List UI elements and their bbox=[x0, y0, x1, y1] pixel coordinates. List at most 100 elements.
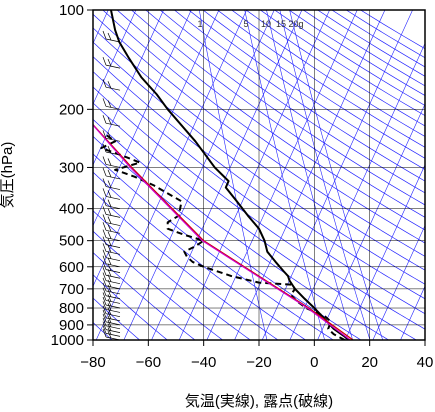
wind-barb-flag bbox=[102, 309, 107, 318]
wind-barb-flag bbox=[102, 296, 107, 306]
wind-barb-flag bbox=[102, 277, 107, 287]
x-tick-label: 20 bbox=[361, 354, 378, 371]
wind-barb-flag bbox=[107, 100, 112, 108]
wind-barb-flag bbox=[102, 305, 107, 314]
lifted-path-line bbox=[93, 124, 351, 340]
y-axis-label: 気圧(hPa) bbox=[0, 142, 16, 209]
wind-barb-flag bbox=[102, 188, 107, 197]
wind-barb-flag bbox=[102, 222, 107, 231]
wind-barb-flag bbox=[102, 282, 107, 292]
wind-barb-flag bbox=[107, 257, 112, 265]
isotherm-line bbox=[93, 10, 164, 166]
mixing-ratio-labels: 1 5 10 15 20g bbox=[197, 19, 303, 29]
wind-barb-staff bbox=[105, 175, 121, 180]
wind-barb-flag bbox=[102, 328, 107, 338]
wind-barb-flag bbox=[107, 58, 112, 67]
wind-barb-flag bbox=[102, 79, 107, 88]
wind-barb-staff bbox=[105, 186, 121, 190]
mixing-ratio-label: 10 bbox=[261, 19, 271, 29]
wind-barb-flag bbox=[102, 214, 107, 223]
wind-barb-staff bbox=[105, 309, 121, 313]
isotherm-line bbox=[317, 103, 425, 340]
dry-adiabat-line bbox=[93, 230, 224, 340]
wind-barb-staff bbox=[105, 269, 121, 273]
wind-barb-flag bbox=[102, 130, 107, 139]
wind-barb-staff bbox=[105, 257, 121, 262]
y-tick-label: 300 bbox=[59, 159, 84, 176]
wind-barb-staff bbox=[105, 285, 121, 290]
wind-barb-staff bbox=[105, 222, 121, 226]
y-tick-label: 700 bbox=[59, 281, 84, 298]
wind-barb-staff bbox=[105, 280, 121, 285]
wind-barb-staff bbox=[105, 325, 121, 330]
wind-barb-staff bbox=[105, 196, 121, 200]
mixing-ratio-line bbox=[198, 10, 268, 340]
mixing-ratio-label: 15 bbox=[276, 19, 286, 29]
wind-barb-flag bbox=[107, 330, 112, 339]
wind-barb-staff bbox=[105, 137, 121, 142]
wind-barb-flag bbox=[102, 313, 107, 323]
dry-adiabat-line bbox=[102, 10, 425, 244]
wind-barb-flag bbox=[107, 145, 112, 154]
wind-barb-flag bbox=[102, 287, 107, 296]
wind-barb-flag bbox=[107, 289, 112, 297]
wind-barb-flag bbox=[107, 208, 112, 216]
y-tick-label: 600 bbox=[59, 259, 84, 276]
wind-barb-flag bbox=[107, 311, 112, 320]
y-tick-label: 500 bbox=[59, 233, 84, 250]
wind-barb-flag bbox=[107, 216, 112, 224]
parcel-path-line bbox=[93, 123, 354, 340]
wind-barb-flag bbox=[107, 251, 112, 259]
isotherm-line bbox=[344, 164, 425, 340]
wind-barb-flag bbox=[102, 206, 107, 215]
dry-adiabat-line bbox=[93, 102, 417, 340]
wind-barb-staff bbox=[105, 321, 121, 326]
wind-barb-staff bbox=[105, 229, 121, 234]
dry-adiabat-line bbox=[93, 210, 251, 340]
dry-adiabat-line bbox=[93, 153, 334, 340]
wind-barb-flag bbox=[102, 197, 107, 206]
wind-barb-flag bbox=[107, 224, 112, 232]
dry-adiabat-line bbox=[130, 10, 425, 218]
dry-adiabat-line bbox=[216, 10, 425, 148]
mixing-ratio-label: 20g bbox=[288, 19, 303, 29]
wind-barb-flag bbox=[107, 298, 112, 307]
isotherm-line bbox=[400, 285, 425, 340]
wind-barb-flag bbox=[107, 319, 112, 327]
wind-barb-staff bbox=[105, 333, 121, 337]
dry-adiabat-line bbox=[93, 135, 362, 340]
dry-adiabat-line bbox=[93, 171, 307, 340]
dry-adiabat-line bbox=[93, 118, 390, 340]
dry-adiabat-line bbox=[93, 71, 425, 315]
dry-adiabat-line bbox=[93, 27, 425, 271]
x-axis-label: 気温(実線), 露点(破線) bbox=[185, 393, 333, 410]
x-tick-label: −60 bbox=[136, 354, 161, 371]
dry-adiabat-line bbox=[93, 190, 279, 340]
wind-barb-flag bbox=[102, 301, 107, 310]
wind-barb-flag bbox=[107, 81, 112, 89]
wind-barb-flag bbox=[102, 317, 107, 326]
x-tick-label: 0 bbox=[310, 354, 318, 371]
wind-barb-staff bbox=[105, 304, 121, 309]
wind-barb-flag bbox=[107, 180, 112, 188]
wind-barb-flag bbox=[102, 156, 107, 165]
wind-barb-flag bbox=[107, 190, 112, 198]
isotherm-line bbox=[261, 10, 413, 340]
sounding-series bbox=[93, 10, 354, 340]
y-tick-label: 400 bbox=[59, 201, 84, 218]
mixing-ratio-line bbox=[289, 10, 384, 340]
isotherm-line bbox=[93, 10, 137, 105]
dry-adiabat-line bbox=[173, 10, 425, 182]
wind-barb-flag bbox=[107, 315, 112, 324]
mixing-ratio-label: 1 bbox=[197, 19, 202, 29]
wind-barb-flag bbox=[108, 1, 111, 8]
wind-barb-flag bbox=[107, 327, 112, 335]
x-axis-ticks: −80 −60 −40 −20 0 20 40 bbox=[80, 340, 433, 371]
isotherm-line bbox=[372, 224, 425, 340]
isotherm-line bbox=[206, 10, 358, 340]
wind-barb-flag bbox=[102, 30, 107, 40]
isotherm-line bbox=[151, 10, 303, 340]
dry-adiabat-line bbox=[93, 13, 425, 257]
grid-lines bbox=[93, 10, 425, 340]
